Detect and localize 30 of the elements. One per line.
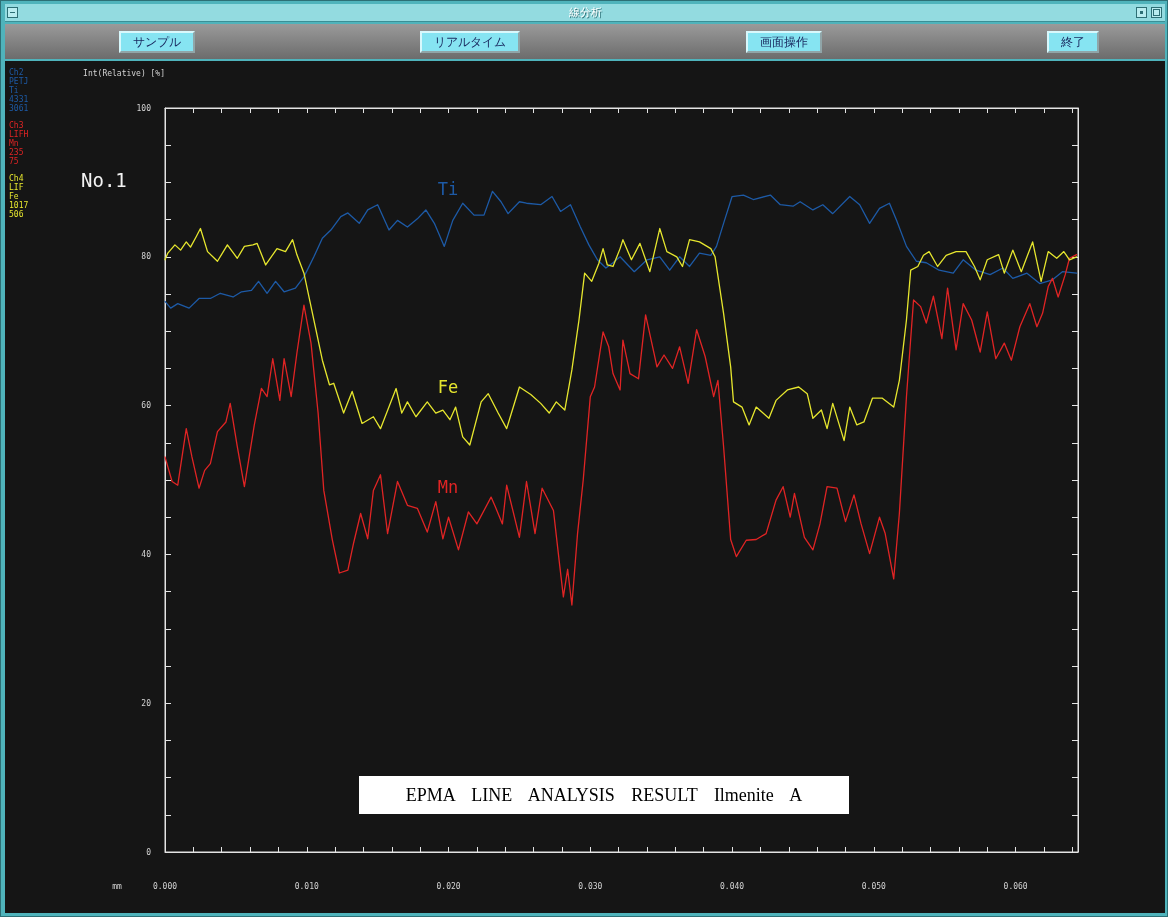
text: 線分析: [5, 6, 1165, 19]
x-tick-label: 0.020: [436, 881, 461, 891]
button: 終了: [1047, 30, 1099, 53]
x-tick-label: 0.050: [861, 881, 887, 891]
series-label: Fe: [437, 377, 459, 398]
x-tick-label: 0.040: [720, 881, 745, 891]
y-tick-label: 100: [136, 103, 152, 113]
text: Ch2 PETJ Ti 4331 3061: [9, 68, 29, 113]
x-tick-label: 0.000: [152, 881, 178, 891]
button: サンプル: [119, 30, 195, 53]
series-label: Mn: [437, 477, 459, 498]
y-tick-label: 0: [146, 847, 152, 857]
x-tick-label: 0.030: [578, 881, 603, 891]
x-tick-label: 0.010: [294, 881, 319, 891]
text: Ch3 LIFH Mn 235 75: [9, 121, 29, 166]
y-axis-title: Int(Relative) [%]: [83, 68, 165, 78]
button: 画面操作: [745, 30, 822, 53]
text: Ch4 LIF Fe 1017 506: [9, 174, 29, 219]
y-tick-label: 40: [141, 549, 152, 559]
x-axis-title: mm: [112, 881, 122, 891]
line-series: [164, 227, 1078, 446]
y-tick-label: 80: [141, 252, 152, 262]
text: No.1: [81, 169, 127, 191]
button: リアルタイム: [420, 30, 521, 53]
series-label: Ti: [437, 178, 459, 199]
y-tick-label: 20: [141, 698, 152, 708]
y-tick-label: 60: [141, 401, 152, 411]
line-series: [164, 253, 1078, 606]
x-tick-label: 0.060: [1003, 881, 1028, 891]
text: EPMA LINE ANALYSIS RESULT Ilmenite A: [405, 785, 803, 805]
